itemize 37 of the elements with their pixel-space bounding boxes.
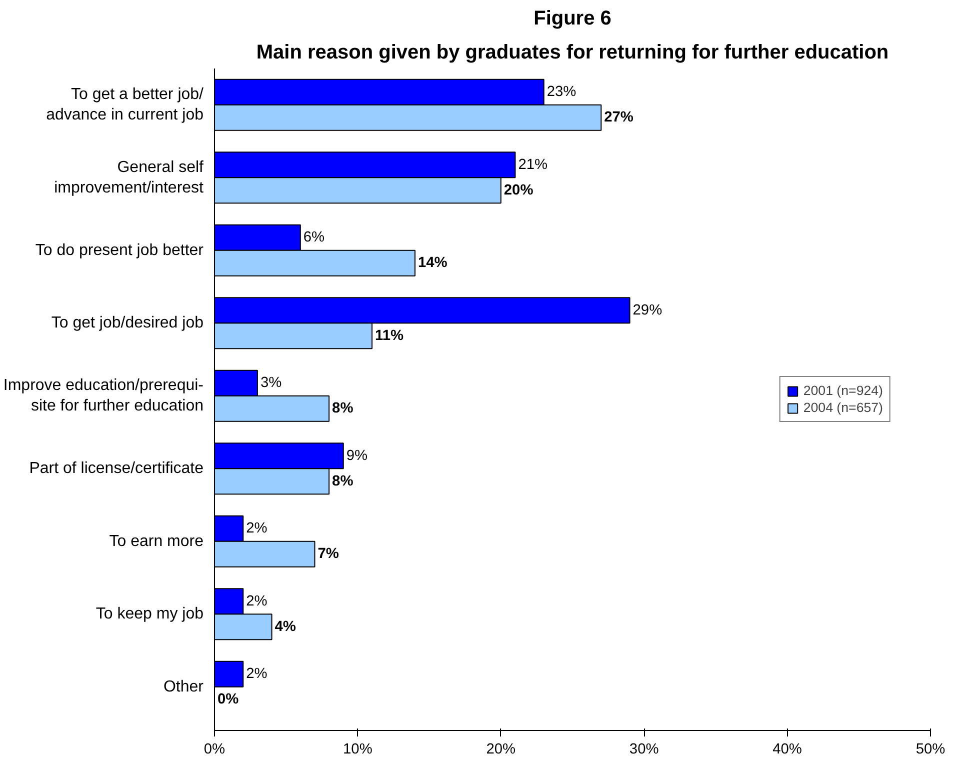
data-label: 27% <box>604 110 634 126</box>
y-tick-label: To get a better job/ advance in current job <box>46 86 204 124</box>
y-tick-label: Improve education/prerequi- site for further education <box>3 377 204 415</box>
x-tick-label: 50% <box>916 742 946 758</box>
x-tick-label: 30% <box>629 742 659 758</box>
y-tick-label: General self improvement/interest <box>54 158 204 196</box>
data-label: 14% <box>418 255 448 272</box>
y-tick-label: To do present job better <box>35 242 204 259</box>
y-tick-label: Part of license/certificate <box>29 460 204 478</box>
data-label: 8% <box>332 473 354 490</box>
data-label: 2% <box>246 593 268 610</box>
data-label: 20% <box>504 182 534 198</box>
x-tick-label: 20% <box>486 742 516 758</box>
y-tick-label: To earn more <box>109 532 204 550</box>
data-label: 0% <box>218 692 239 708</box>
data-label: 6% <box>303 230 325 246</box>
x-tick-label: 10% <box>343 742 372 758</box>
chart-title: Figure 6 <box>534 8 612 30</box>
data-label: 2% <box>246 520 268 537</box>
data-label: 29% <box>632 302 662 318</box>
data-label: 9% <box>346 448 368 464</box>
x-tick-label: 0% <box>204 742 226 758</box>
legend-label: 2001 (n=924) <box>803 383 883 398</box>
legend-label: 2004 (n=657) <box>803 400 883 415</box>
data-label: 8% <box>332 400 354 417</box>
chart-subtitle: Main reason given by graduates for returning for further education <box>256 42 889 64</box>
y-tick-label: Other <box>163 678 204 696</box>
data-label: 7% <box>318 546 339 562</box>
y-tick-label: To keep my job <box>96 606 204 623</box>
data-label: 3% <box>260 375 282 392</box>
data-label: 21% <box>518 156 548 173</box>
data-label: 2% <box>246 666 268 682</box>
data-label: 4% <box>274 618 296 635</box>
y-tick-label: To get job/desired job <box>51 314 204 332</box>
data-label: 23% <box>546 84 576 100</box>
data-label: 11% <box>375 328 404 344</box>
x-tick-label: 40% <box>772 742 802 758</box>
